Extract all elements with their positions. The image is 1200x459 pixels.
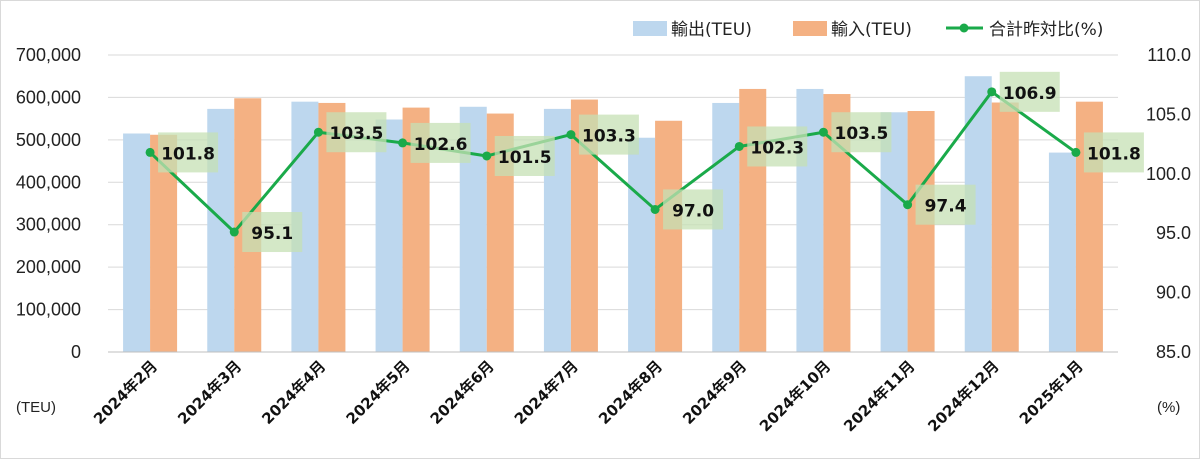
y-left-tick-label: 0 [71, 342, 81, 362]
x-tick-label: 2024年3月 [174, 357, 245, 428]
data-label-box [747, 126, 808, 167]
y-left-tick-label: 400,000 [16, 172, 81, 192]
ratio-data-label: 102.6 [414, 135, 468, 155]
ratio-data-label: 103.3 [582, 127, 636, 147]
x-tick-label: 2025年1月 [1016, 357, 1087, 428]
data-label-box [242, 212, 303, 253]
ratio-data-label: 102.3 [750, 138, 804, 158]
y-left-tick-label: 200,000 [16, 257, 81, 277]
legend-swatch-export [633, 21, 667, 36]
ratio-marker [566, 130, 576, 140]
ratio-data-label: 97.4 [925, 197, 967, 217]
ratio-marker [1071, 147, 1081, 157]
ratio-marker [734, 141, 744, 151]
y-left-tick-label: 600,000 [16, 87, 81, 107]
ratio-marker [903, 200, 913, 210]
ratio-data-label: 101.5 [498, 148, 552, 168]
legend-swatch-import [793, 21, 827, 36]
y-left-tick-label: 500,000 [16, 130, 81, 150]
ratio-data-label: 101.8 [1087, 144, 1141, 164]
y-right-tick-label: 90.0 [1156, 283, 1191, 303]
legend-marker-ratio [959, 23, 969, 33]
ratio-data-label: 97.0 [672, 201, 714, 221]
y-right-tick-label: 110.0 [1147, 45, 1191, 65]
y-left-tick-label: 100,000 [16, 300, 81, 320]
y-left-tick-label: 700,000 [16, 45, 81, 65]
y-right-unit: (%) [1157, 399, 1180, 416]
data-label-box [663, 189, 724, 230]
export-bar [375, 119, 403, 353]
ratio-marker [987, 87, 997, 97]
legend-label-ratio: 合計昨対比(%) [989, 20, 1103, 40]
data-label-box [158, 132, 219, 173]
x-tick-label: 2024年4月 [258, 357, 329, 428]
export-bar [880, 112, 908, 353]
ratio-marker [229, 227, 239, 237]
export-bar [1048, 152, 1076, 352]
x-tick-label: 2024年9月 [679, 357, 750, 428]
data-label-box [494, 135, 555, 176]
legend-label-import: 輸入(TEU) [831, 20, 912, 40]
import-bar [655, 120, 683, 352]
y-left-unit: (TEU) [16, 399, 56, 416]
export-bar [123, 133, 151, 352]
legend: 輸出(TEU) 輸入(TEU) 合計昨対比(%) [633, 20, 1103, 40]
y-left-tick-label: 300,000 [16, 215, 81, 235]
y-right-tick-label: 95.0 [1156, 223, 1191, 243]
import-bar [991, 102, 1019, 353]
ratio-marker [145, 147, 155, 157]
data-label-box [326, 112, 387, 153]
ratio-marker [313, 127, 323, 137]
ratio-data-label: 106.9 [1003, 84, 1057, 104]
x-tick-label: 2024年2月 [90, 357, 161, 428]
export-bar [628, 137, 656, 352]
x-tick-label: 2024年5月 [343, 357, 414, 428]
x-tick-label: 2024年12月 [924, 357, 1002, 435]
data-label-box [578, 114, 639, 155]
ratio-marker [818, 127, 828, 137]
data-label-box [410, 122, 471, 163]
ratio-data-label: 103.5 [835, 124, 889, 144]
ratio-line: 101.8 95.1 103.5 102.6 101.5 103.3 97.0 102.3 10… [145, 71, 1144, 253]
x-tick-label: 2024年8月 [595, 357, 666, 428]
data-label-box [1083, 132, 1144, 173]
data-label-box [831, 112, 892, 153]
y-right-tick-label: 85.0 [1156, 342, 1191, 362]
ratio-data-label: 103.5 [330, 124, 384, 144]
data-label-box [999, 71, 1060, 112]
legend-label-export: 輸出(TEU) [671, 20, 752, 40]
x-tick-label: 2024年7月 [511, 357, 582, 428]
ratio-data-label: 95.1 [251, 224, 293, 244]
x-tick-label: 2024年11月 [840, 357, 918, 435]
y-right-tick-label: 105.0 [1146, 104, 1191, 124]
ratio-marker [482, 151, 492, 161]
ratio-data-label: 101.8 [161, 144, 215, 164]
ratio-marker [398, 138, 408, 148]
ratio-marker [650, 204, 660, 214]
data-label-box [915, 184, 976, 225]
x-tick-label: 2024年10月 [756, 357, 834, 435]
y-right-tick-label: 100.0 [1146, 164, 1191, 184]
x-tick-label: 2024年6月 [427, 357, 498, 428]
import-bar [907, 111, 935, 353]
